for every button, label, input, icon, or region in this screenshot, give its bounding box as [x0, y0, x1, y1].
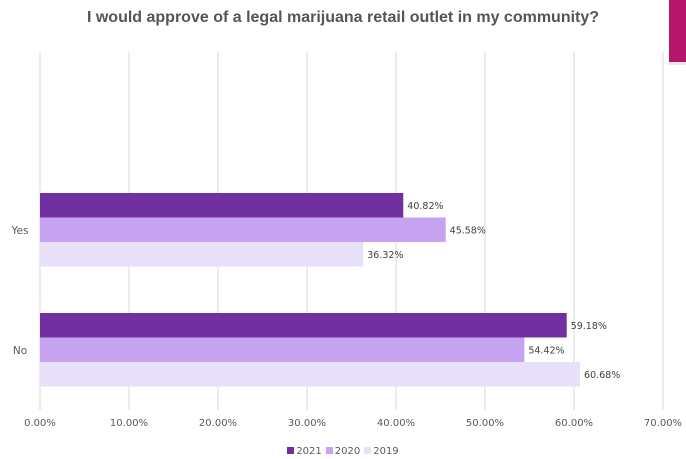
bar-2019-yes	[40, 242, 364, 267]
category-label: Yes	[11, 225, 29, 237]
legend: 2021 2020 2019	[0, 446, 686, 458]
x-tick-label: 60.00%	[555, 418, 593, 429]
data-label: 45.58%	[450, 225, 486, 236]
accent-bar-shadow	[669, 62, 686, 65]
data-label: 40.82%	[407, 201, 443, 212]
bar-2020-no	[40, 337, 525, 362]
axis-labels: 0.00% 10.00% 20.00% 30.00% 40.00% 50.00% 60.00…	[11, 225, 683, 429]
bar-chart: 40.82% 45.58% 36.32% 59.18% 54.42% 60.68% 0.0…	[11, 52, 683, 429]
x-tick-label: 0.00%	[24, 418, 56, 429]
data-labels: 40.82% 45.58% 36.32% 59.18% 54.42% 60.68%	[367, 201, 620, 381]
data-label: 60.68%	[584, 370, 620, 381]
x-tick-label: 20.00%	[199, 418, 237, 429]
data-label: 59.18%	[571, 321, 607, 332]
x-tick-label: 30.00%	[288, 418, 326, 429]
x-tick-label: 50.00%	[466, 418, 504, 429]
bar-2021-yes	[40, 193, 404, 218]
legend-label: 2019	[373, 446, 399, 457]
chart-title: I would approve of a legal marijuana ret…	[86, 9, 600, 26]
legend-swatch	[364, 447, 372, 454]
bar-2020-yes	[40, 217, 446, 242]
bar-2019-no	[40, 362, 581, 387]
accent-bar	[669, 0, 686, 62]
x-tick-label: 10.00%	[110, 418, 148, 429]
legend-swatch	[287, 447, 295, 454]
legend-item-2020: 2020	[325, 446, 361, 458]
data-label: 54.42%	[528, 345, 564, 356]
category-label: No	[13, 345, 27, 357]
legend-swatch	[325, 447, 333, 454]
legend-label: 2021	[296, 446, 322, 457]
legend-item-2021: 2021	[287, 446, 322, 458]
legend-label: 2020	[334, 446, 361, 457]
x-tick-label: 70.00%	[644, 418, 682, 429]
bars	[40, 193, 581, 387]
data-label: 36.32%	[367, 250, 403, 261]
x-tick-label: 40.00%	[377, 418, 415, 429]
bar-2021-no	[40, 313, 567, 338]
legend-item-2019: 2019	[364, 446, 399, 458]
